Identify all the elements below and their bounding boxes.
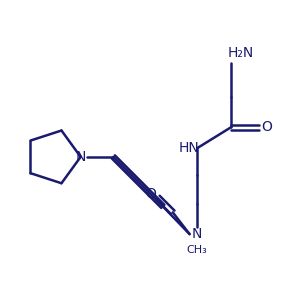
Text: N: N — [191, 227, 202, 241]
Text: O: O — [146, 187, 156, 200]
Text: HN: HN — [178, 141, 199, 155]
Text: O: O — [261, 120, 272, 134]
Text: CH₃: CH₃ — [186, 245, 207, 255]
Text: N: N — [76, 150, 86, 164]
Text: H₂N: H₂N — [228, 46, 254, 60]
